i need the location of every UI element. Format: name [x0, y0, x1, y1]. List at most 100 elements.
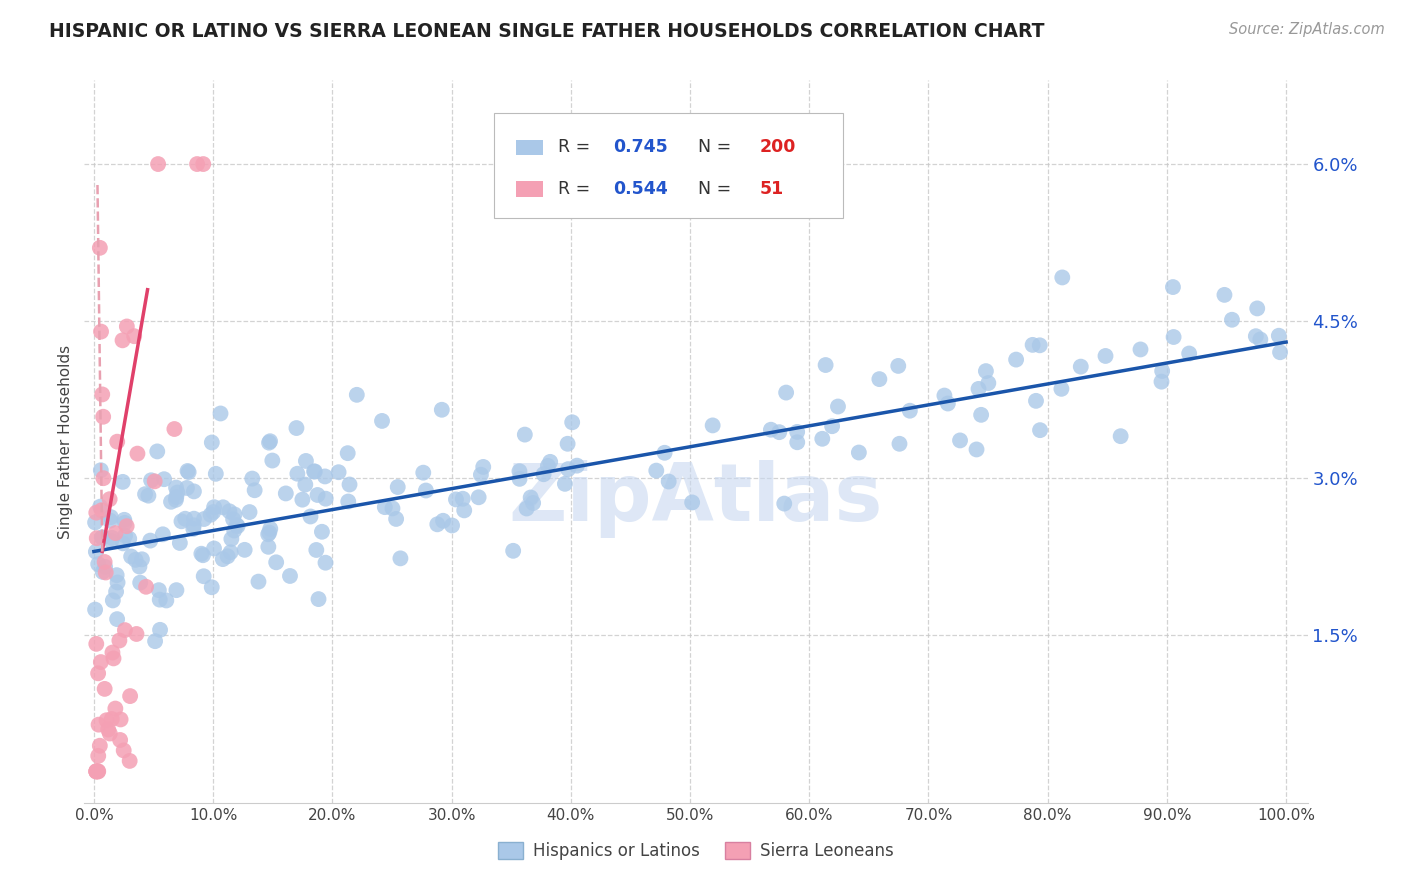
Point	[146, 157, 169, 171]
Text: 0.544: 0.544	[613, 179, 668, 198]
Point	[1129, 343, 1152, 357]
Point	[222, 512, 245, 526]
Point	[174, 512, 197, 526]
Point	[105, 584, 128, 599]
Point	[814, 358, 837, 372]
Point	[247, 574, 270, 589]
Point	[1109, 429, 1132, 443]
Point	[105, 434, 128, 449]
Point	[430, 402, 453, 417]
Point	[91, 531, 114, 545]
Point	[346, 388, 368, 402]
Point	[516, 501, 538, 516]
Point	[1244, 329, 1267, 343]
Point	[155, 593, 177, 607]
Point	[186, 157, 208, 171]
Point	[202, 505, 225, 519]
Point	[467, 490, 489, 504]
Point	[274, 486, 297, 500]
Point	[1220, 312, 1243, 326]
Point	[243, 483, 266, 498]
Point	[149, 592, 172, 607]
Point	[537, 458, 560, 473]
Point	[257, 527, 280, 541]
FancyBboxPatch shape	[494, 112, 842, 218]
Point	[1152, 364, 1174, 378]
Point	[87, 764, 110, 779]
Point	[225, 518, 247, 533]
Point	[98, 514, 121, 528]
Point	[84, 602, 107, 616]
Point	[90, 503, 112, 517]
Point	[84, 764, 107, 779]
Point	[183, 484, 205, 499]
Point	[134, 487, 156, 501]
Point	[889, 437, 911, 451]
Text: N =: N =	[699, 179, 731, 198]
Point	[224, 508, 246, 522]
Point	[259, 525, 281, 540]
Point	[226, 519, 249, 533]
Point	[827, 400, 849, 414]
Point	[257, 435, 280, 450]
Point	[432, 514, 454, 528]
Point	[87, 557, 110, 571]
Point	[299, 509, 322, 524]
Point	[848, 445, 870, 459]
Text: ZipAtlas: ZipAtlas	[509, 460, 883, 539]
Point	[84, 545, 107, 559]
Text: R =: R =	[558, 179, 596, 198]
Point	[444, 492, 467, 507]
Point	[114, 529, 136, 543]
Text: R =: R =	[558, 138, 596, 156]
Point	[89, 500, 111, 514]
Point	[374, 500, 396, 515]
Point	[681, 495, 703, 509]
Point	[278, 569, 301, 583]
Point	[295, 454, 318, 468]
Point	[84, 506, 107, 520]
Point	[118, 754, 141, 768]
Point	[315, 491, 337, 506]
Point	[149, 623, 172, 637]
Point	[311, 524, 333, 539]
Point	[120, 689, 142, 703]
Point	[1246, 301, 1268, 316]
Point	[371, 414, 394, 428]
Point	[412, 466, 434, 480]
Point	[201, 580, 224, 594]
Text: Source: ZipAtlas.com: Source: ZipAtlas.com	[1229, 22, 1385, 37]
Point	[1050, 382, 1073, 396]
Point	[193, 569, 215, 583]
Point	[565, 458, 588, 473]
Point	[522, 496, 544, 510]
Point	[339, 477, 361, 491]
Point	[125, 627, 148, 641]
Point	[773, 497, 796, 511]
Point	[389, 551, 412, 566]
Point	[110, 713, 132, 727]
Point	[533, 467, 555, 482]
Point	[336, 446, 359, 460]
Point	[513, 427, 536, 442]
Point	[135, 580, 157, 594]
Point	[1213, 288, 1236, 302]
Point	[702, 418, 724, 433]
Point	[191, 548, 214, 562]
Point	[1163, 330, 1185, 344]
Point	[90, 325, 112, 339]
Point	[165, 583, 187, 598]
Text: HISPANIC OR LATINO VS SIERRA LEONEAN SINGLE FATHER HOUSEHOLDS CORRELATION CHART: HISPANIC OR LATINO VS SIERRA LEONEAN SIN…	[49, 22, 1045, 41]
Point	[212, 500, 235, 515]
Point	[108, 633, 131, 648]
Point	[129, 575, 152, 590]
Point	[122, 329, 145, 343]
Point	[949, 434, 972, 448]
Point	[967, 382, 990, 396]
Point	[183, 522, 205, 536]
Point	[97, 723, 120, 737]
Point	[202, 500, 225, 515]
Point	[169, 536, 191, 550]
Text: 0.745: 0.745	[613, 138, 668, 156]
Point	[87, 764, 110, 779]
